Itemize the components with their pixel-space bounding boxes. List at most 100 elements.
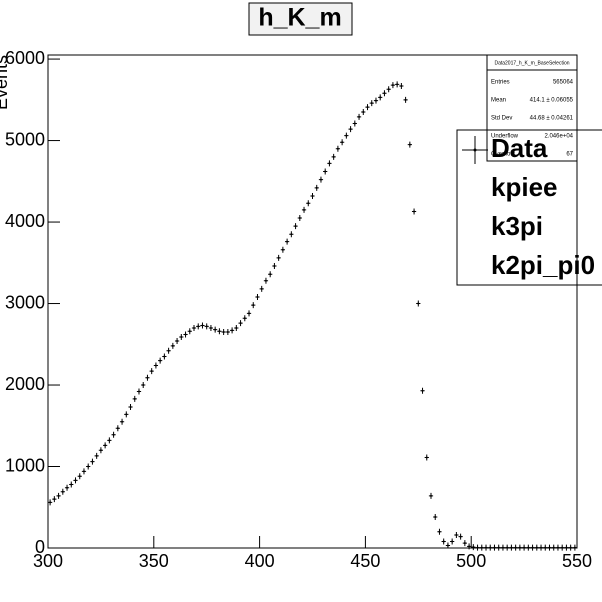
data-marker bbox=[455, 533, 458, 536]
data-marker bbox=[231, 329, 234, 332]
data-marker bbox=[480, 546, 483, 549]
data-marker bbox=[298, 216, 301, 219]
data-marker bbox=[239, 322, 242, 325]
data-marker bbox=[70, 483, 73, 486]
stats-label: Underflow bbox=[491, 134, 519, 140]
data-marker bbox=[569, 546, 572, 549]
data-marker bbox=[307, 202, 310, 205]
y-axis-title: Events bbox=[0, 55, 11, 110]
data-marker bbox=[61, 490, 64, 493]
data-marker bbox=[214, 328, 217, 331]
frame bbox=[47, 54, 578, 549]
data-marker bbox=[218, 330, 221, 333]
data-marker bbox=[535, 546, 538, 549]
y-tick-label: 2000 bbox=[5, 374, 45, 394]
data-marker bbox=[188, 330, 191, 333]
data-marker bbox=[446, 544, 449, 547]
data-marker bbox=[112, 433, 115, 436]
stats-label: Mean bbox=[491, 98, 506, 104]
data-marker bbox=[74, 479, 77, 482]
data-marker bbox=[573, 546, 576, 549]
data-marker bbox=[328, 162, 331, 165]
data-marker bbox=[324, 170, 327, 173]
data-marker bbox=[518, 546, 521, 549]
data-marker bbox=[396, 83, 399, 86]
data-marker bbox=[319, 178, 322, 181]
data-marker bbox=[379, 96, 382, 99]
data-marker bbox=[303, 208, 306, 211]
chart-title: h_K_m bbox=[258, 4, 341, 32]
data-marker bbox=[391, 84, 394, 87]
data-marker bbox=[501, 546, 504, 549]
data-marker bbox=[349, 128, 352, 131]
data-marker bbox=[163, 355, 166, 358]
data-marker bbox=[154, 364, 157, 367]
legend-label: kpiee bbox=[491, 172, 558, 202]
data-marker bbox=[523, 546, 526, 549]
data-marker bbox=[184, 333, 187, 336]
data-marker bbox=[49, 501, 52, 504]
data-marker bbox=[485, 546, 488, 549]
data-marker bbox=[125, 413, 128, 416]
data-marker bbox=[197, 325, 200, 328]
data-marker bbox=[226, 331, 229, 334]
stats-label: Std Dev bbox=[491, 116, 512, 122]
data-marker bbox=[374, 99, 377, 102]
data-marker bbox=[104, 444, 107, 447]
data-marker bbox=[510, 546, 513, 549]
legend-label: k3pi bbox=[491, 211, 543, 241]
y-tick-label: 0 bbox=[35, 537, 45, 557]
stats-label: Entries bbox=[491, 80, 510, 86]
data-marker bbox=[193, 326, 196, 329]
stats-value: 2.046e+04 bbox=[544, 134, 573, 140]
data-marker bbox=[78, 475, 81, 478]
data-marker bbox=[506, 546, 509, 549]
data-marker bbox=[341, 141, 344, 144]
data-marker bbox=[146, 376, 149, 379]
data-marker bbox=[556, 546, 559, 549]
data-marker bbox=[150, 370, 153, 373]
data-marker bbox=[129, 406, 132, 409]
data-marker bbox=[561, 546, 564, 549]
data-marker bbox=[451, 540, 454, 543]
x-tick-label: 350 bbox=[139, 551, 169, 571]
y-tick-label: 4000 bbox=[5, 211, 45, 231]
x-tick-label: 450 bbox=[350, 551, 380, 571]
data-marker bbox=[290, 233, 293, 236]
legend-label: Data bbox=[491, 133, 548, 163]
data-marker bbox=[565, 546, 568, 549]
data-marker bbox=[137, 390, 140, 393]
data-marker bbox=[459, 535, 462, 538]
data-marker bbox=[142, 384, 145, 387]
data-marker bbox=[345, 134, 348, 137]
data-marker bbox=[489, 546, 492, 549]
stats-label: Overflow bbox=[491, 152, 515, 158]
data-marker bbox=[277, 256, 280, 259]
data-marker bbox=[493, 546, 496, 549]
stats-title: Data2017_h_K_m_BaseSelection bbox=[494, 60, 569, 66]
data-marker bbox=[294, 225, 297, 228]
title-box bbox=[248, 2, 353, 36]
legend-box bbox=[456, 129, 602, 286]
data-marker bbox=[370, 102, 373, 105]
data-marker bbox=[442, 540, 445, 543]
data-marker bbox=[311, 194, 314, 197]
data-marker bbox=[201, 324, 204, 327]
data-marker bbox=[463, 542, 466, 545]
x-tick-label: 400 bbox=[245, 551, 275, 571]
data-marker bbox=[243, 317, 246, 320]
data-marker bbox=[121, 420, 124, 423]
stats-box bbox=[486, 54, 578, 162]
stats-value: 414.1 ± 0.06055 bbox=[530, 98, 574, 104]
data-marker bbox=[209, 326, 212, 329]
data-marker bbox=[252, 304, 255, 307]
data-marker bbox=[421, 389, 424, 392]
data-marker bbox=[544, 546, 547, 549]
y-tick-label: 6000 bbox=[5, 48, 45, 68]
data-marker bbox=[353, 122, 356, 125]
data-marker bbox=[108, 439, 111, 442]
data-marker bbox=[476, 546, 479, 549]
data-marker bbox=[171, 344, 174, 347]
data-marker bbox=[260, 287, 263, 290]
